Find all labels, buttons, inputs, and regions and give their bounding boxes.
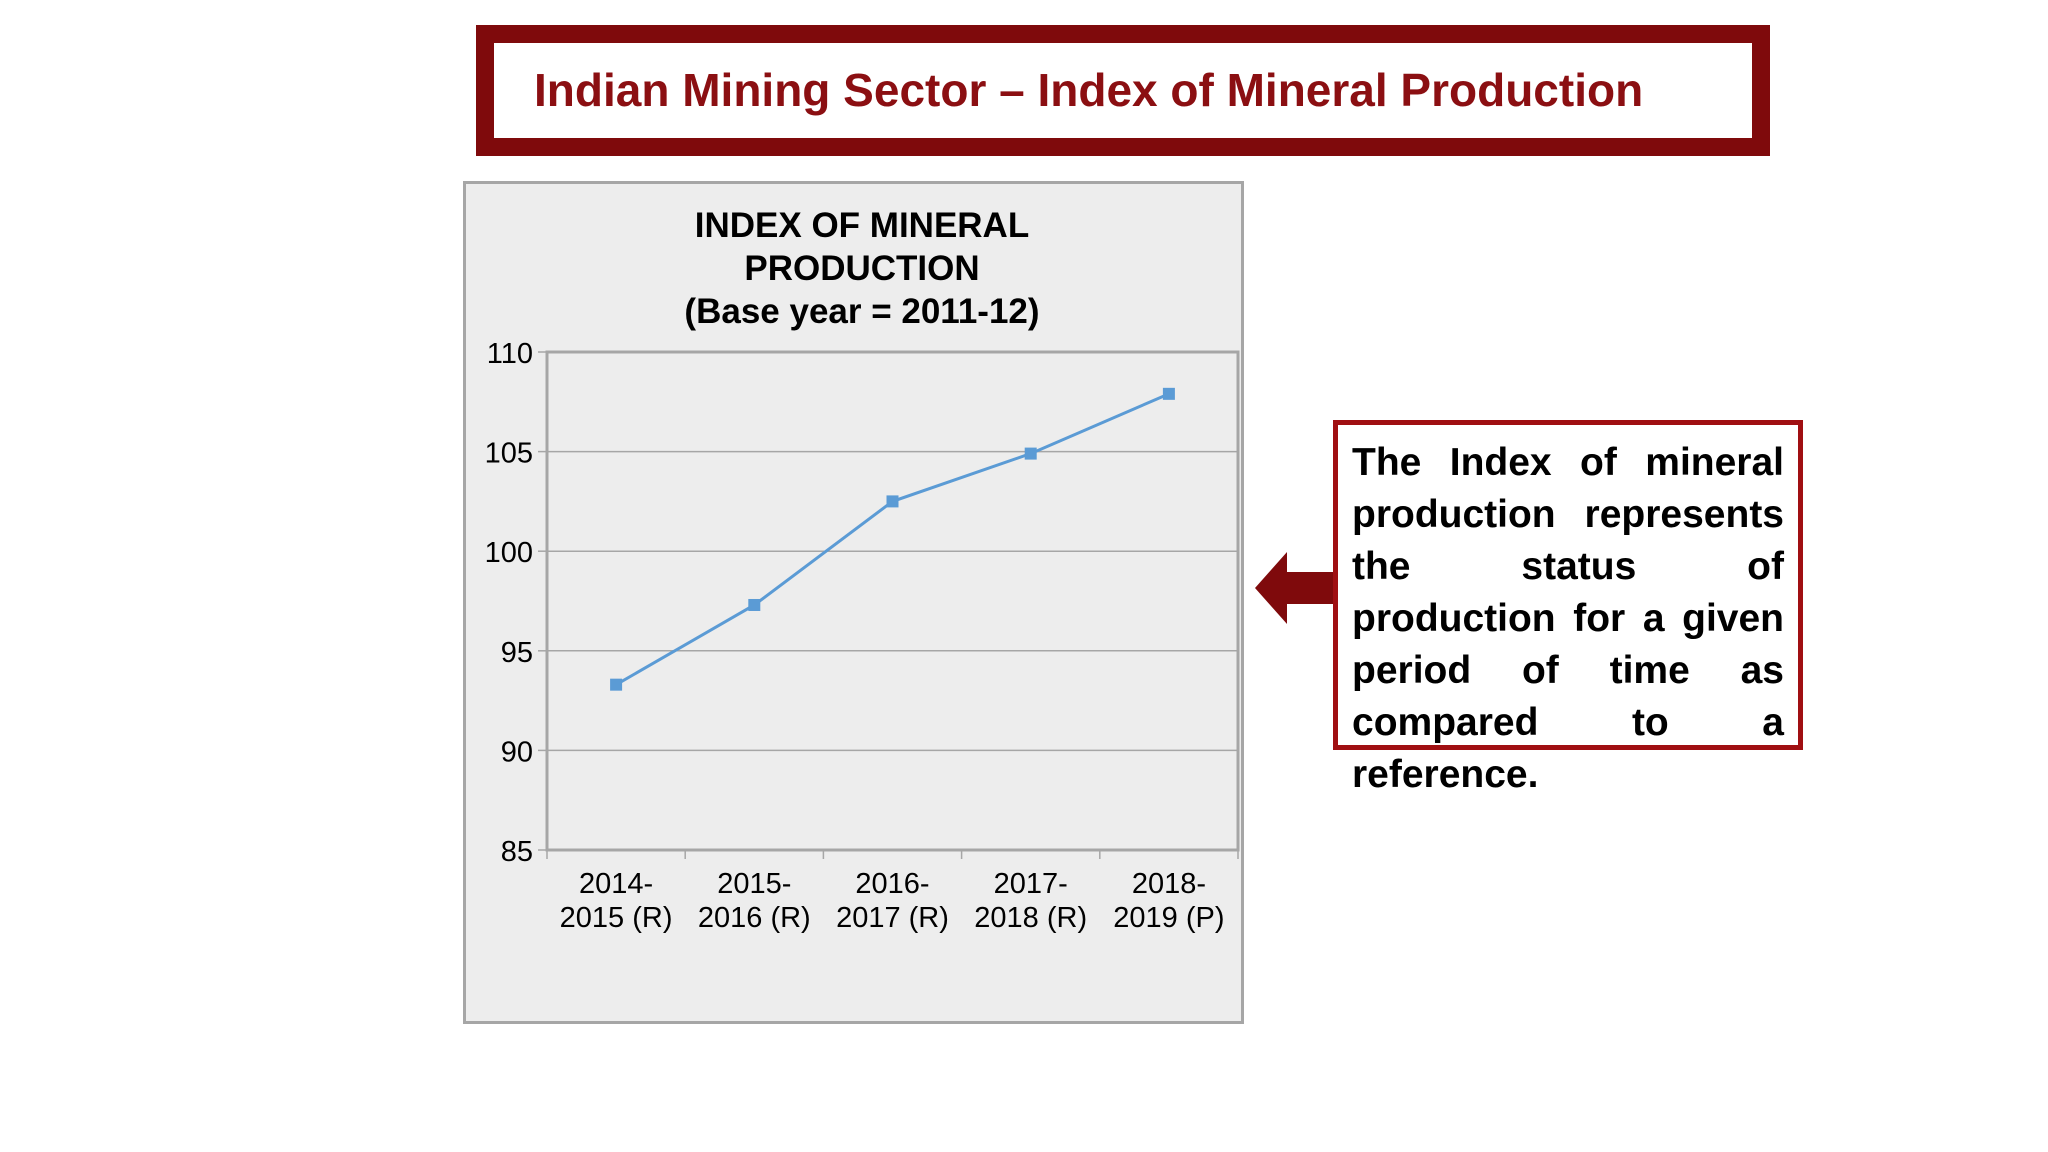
- plot-area-border: [545, 350, 1240, 852]
- y-tick-label: 110: [487, 338, 533, 370]
- chart-axes: [538, 350, 1240, 859]
- y-tick-label: 95: [501, 637, 533, 669]
- chart-title-line: PRODUCTION: [744, 249, 979, 288]
- y-tick-label: 105: [485, 438, 533, 470]
- chart-title-line: INDEX OF MINERAL: [695, 206, 1029, 245]
- chart-title-line: (Base year = 2011-12): [684, 292, 1039, 331]
- slide-title: Indian Mining Sector – Index of Mineral …: [534, 64, 1644, 116]
- data-point: [610, 678, 623, 691]
- x-axis-tick-labels: 2014-2015 (R) 2015-2016 (R) 2016-2017 (R) 2…: [560, 868, 1225, 934]
- x-tick-label: 2016-2017 (R): [836, 868, 949, 934]
- series-line: [615, 392, 1170, 686]
- y-axis-tick-labels: 85 90 95 100 105 110: [485, 338, 533, 868]
- y-tick-label: 100: [485, 537, 533, 569]
- data-point: [1162, 387, 1175, 400]
- left-arrow-icon: [1255, 552, 1335, 624]
- x-tick-label: 2017-2018 (R): [974, 868, 1087, 934]
- x-tick-label: 2018-2019 (P): [1113, 868, 1224, 934]
- y-tick-label: 85: [501, 836, 533, 868]
- chart-title: INDEX OF MINERAL PRODUCTION (Base year = 2…: [684, 206, 1039, 331]
- chart-gridlines: [547, 450, 1238, 752]
- data-point: [748, 598, 761, 611]
- title-banner: Indian Mining Sector – Index of Mineral …: [476, 25, 1770, 156]
- line-chart: INDEX OF MINERAL PRODUCTION (Base year = 2…: [485, 206, 1240, 934]
- y-tick-label: 90: [501, 736, 533, 768]
- description-callout: The Index of mineral production represen…: [1333, 420, 1803, 796]
- data-point: [1024, 447, 1037, 460]
- series-index: [610, 387, 1175, 691]
- data-point: [886, 495, 899, 508]
- x-tick-label: 2014-2015 (R): [560, 868, 673, 934]
- chart-panel: INDEX OF MINERAL PRODUCTION (Base year = 2…: [463, 181, 1244, 1024]
- description-text: The Index of mineral production represen…: [1352, 441, 1784, 796]
- x-tick-label: 2015-2016 (R): [698, 868, 811, 934]
